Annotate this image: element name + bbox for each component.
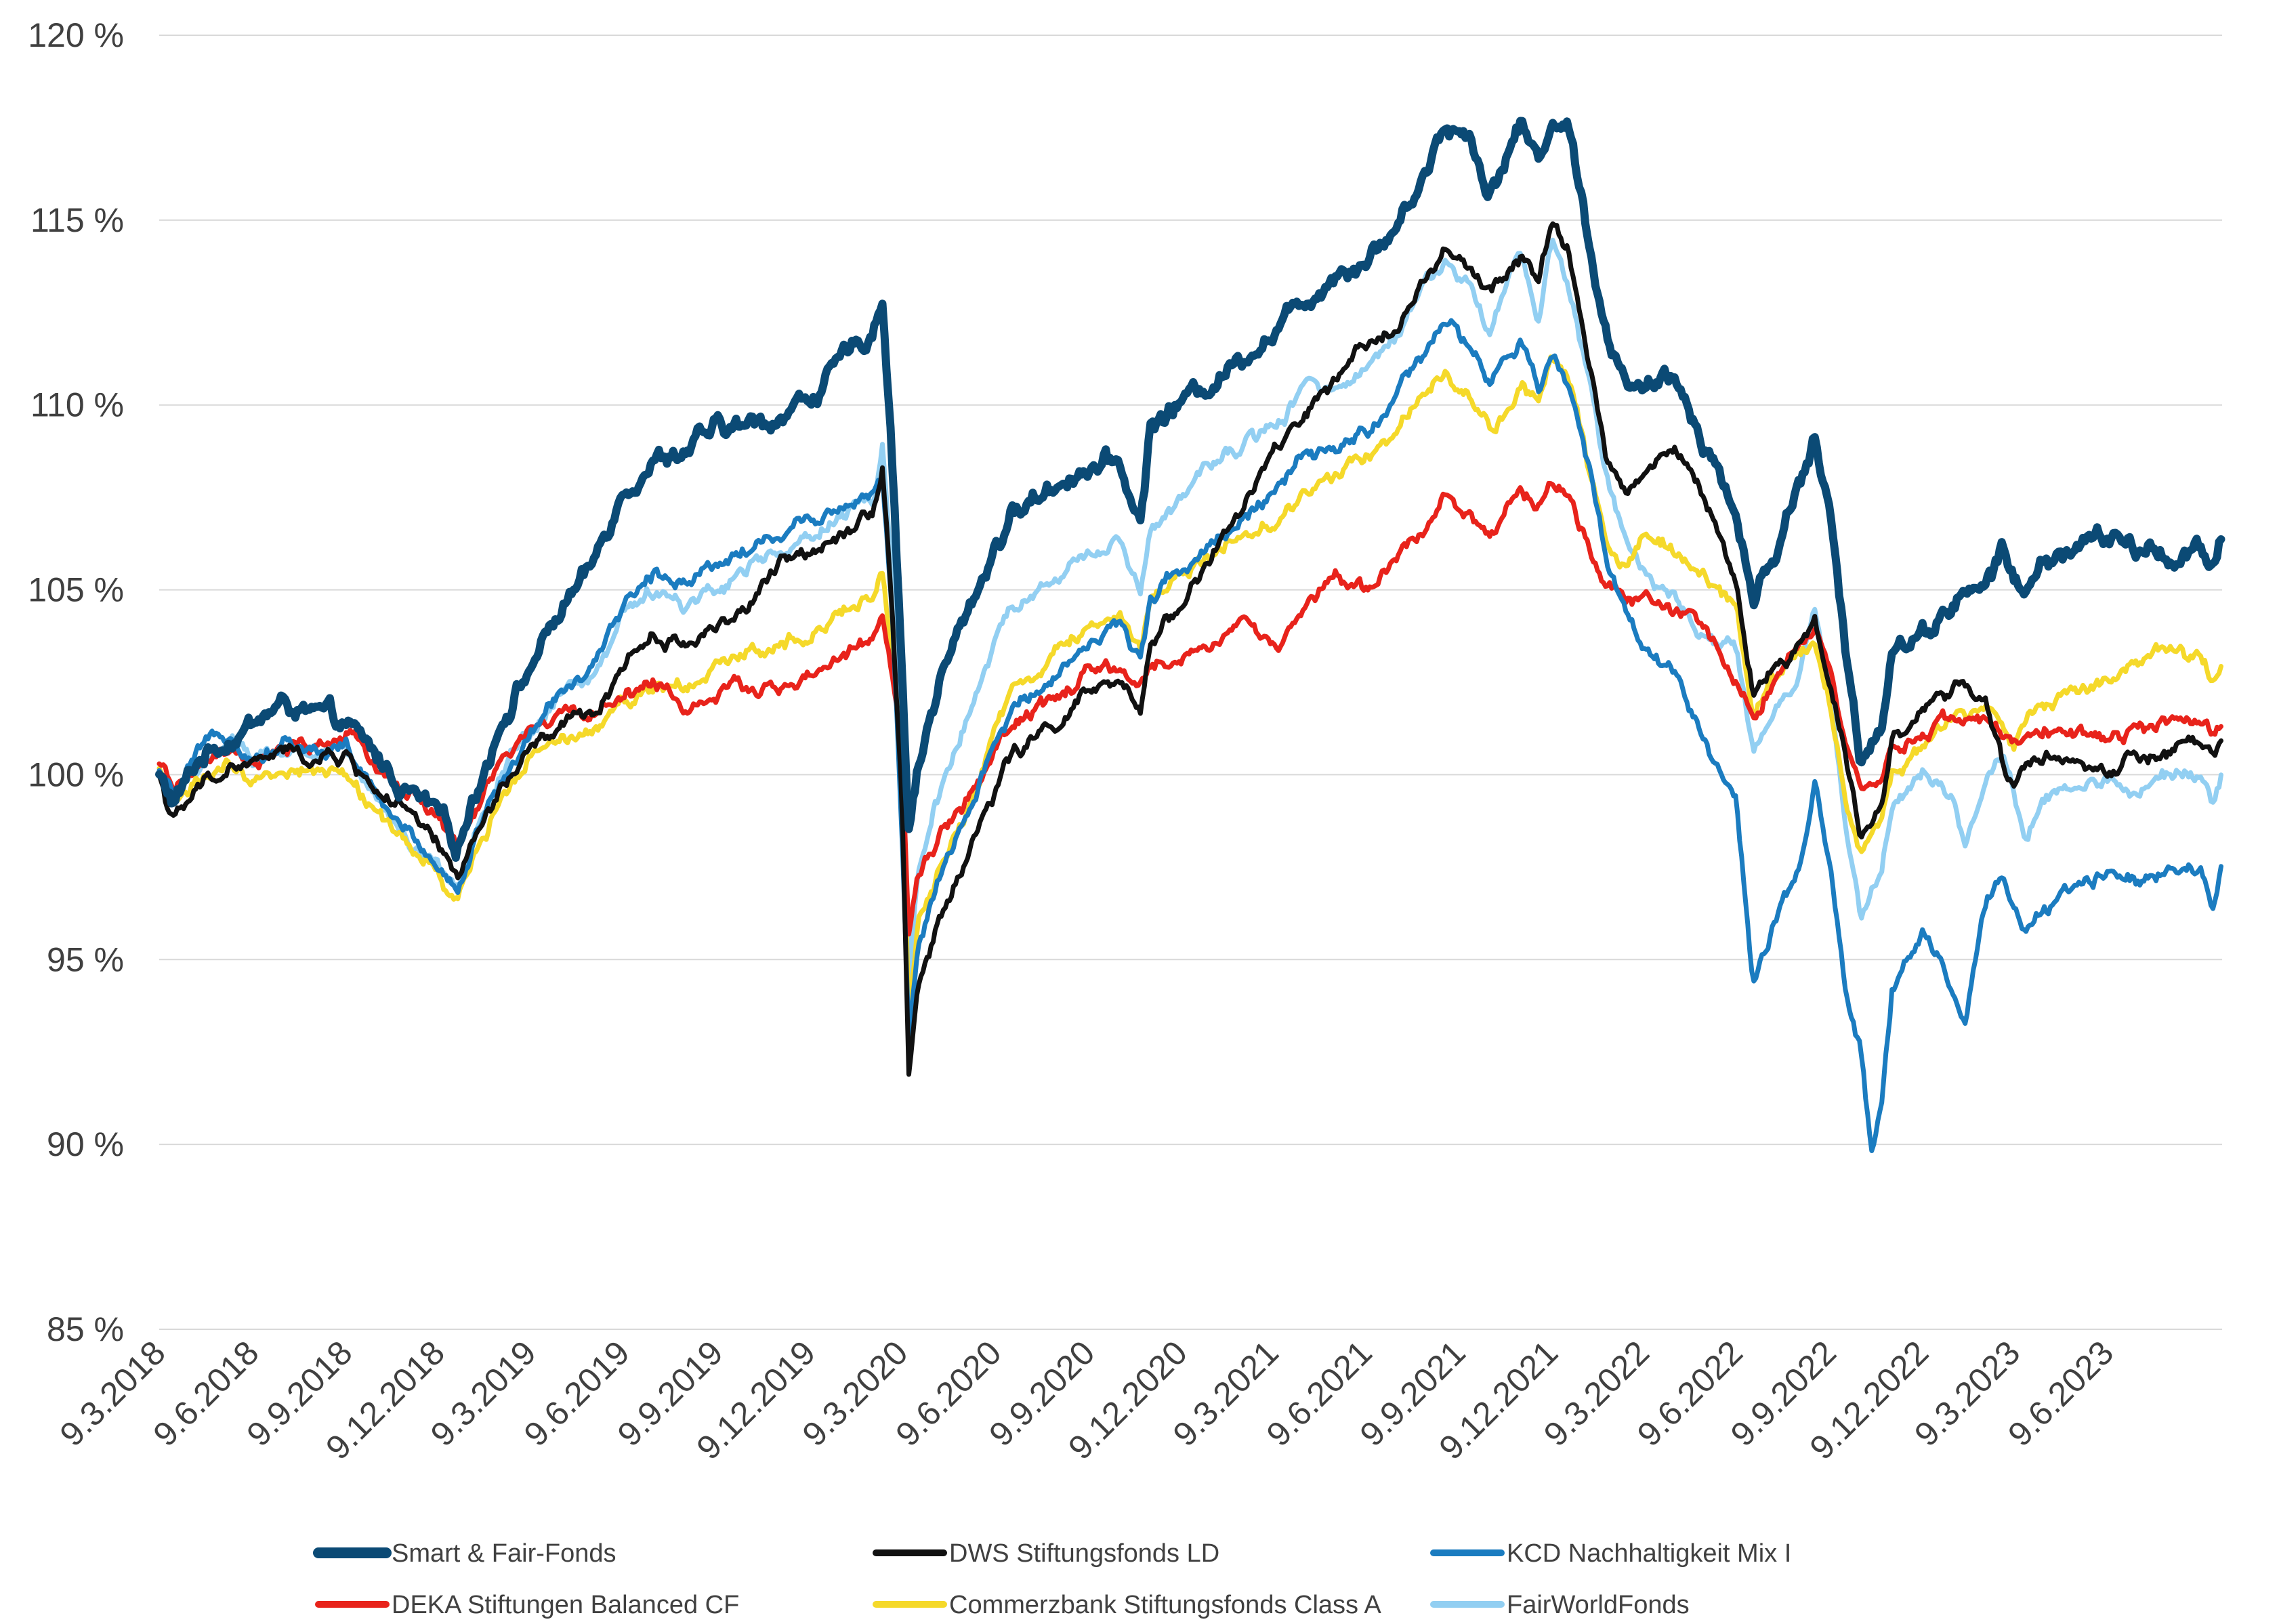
- line-chart: 85 % 90 % 95 % 100 % 105 % 110 % 115 % 120 % 9.…: [0, 0, 2279, 1624]
- y-tick-label: 110 %: [30, 386, 124, 424]
- y-tick-label: 105 %: [28, 571, 124, 609]
- legend-label: DWS Stiftungsfonds LD: [949, 1539, 1219, 1568]
- y-tick-label: 90 %: [47, 1125, 124, 1163]
- series-lines: [159, 121, 2221, 1151]
- y-tick-label: 120 %: [28, 16, 124, 54]
- series-line: [159, 320, 2221, 1151]
- y-tick-label: 115 %: [30, 201, 124, 239]
- legend-label: DEKA Stiftungen Balanced CF: [392, 1591, 739, 1619]
- series-line: [159, 357, 2221, 1014]
- legend-label: Commerzbank Stiftungsfonds Class A: [949, 1591, 1381, 1619]
- y-tick-label: 100 %: [28, 755, 124, 793]
- y-tick-label: 95 %: [47, 940, 124, 978]
- y-tick-label: 85 %: [47, 1310, 124, 1348]
- legend-label: Smart & Fair-Fonds: [392, 1539, 616, 1568]
- y-axis-ticks: 85 % 90 % 95 % 100 % 105 % 110 % 115 % 120 %: [28, 16, 124, 1348]
- legend: Smart & Fair-Fonds DWS Stiftungsfonds LD K…: [318, 1539, 1791, 1619]
- x-axis-ticks: 9.3.20189.6.20189.9.20189.12.20189.3.201…: [53, 1333, 2121, 1467]
- x-tick-label: 9.6.2023: [2001, 1333, 2120, 1453]
- gridlines: [159, 35, 2222, 1329]
- legend-label: KCD Nachhaltigkeit Mix I: [1507, 1539, 1791, 1568]
- legend-label: FairWorldFonds: [1507, 1591, 1690, 1619]
